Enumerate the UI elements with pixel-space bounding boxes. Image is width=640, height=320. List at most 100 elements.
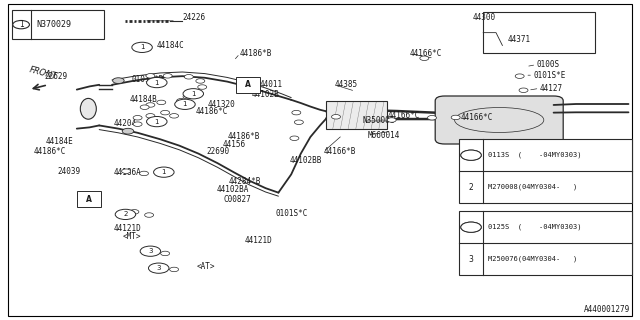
Text: N370029: N370029: [36, 20, 72, 29]
Text: 3: 3: [148, 248, 153, 254]
Text: 0125S  (    -04MY0303): 0125S ( -04MY0303): [488, 224, 581, 230]
Text: A: A: [86, 195, 92, 204]
Circle shape: [122, 169, 131, 173]
Text: 44186*B: 44186*B: [227, 132, 260, 141]
Circle shape: [154, 167, 174, 177]
Circle shape: [115, 209, 136, 220]
Text: 0101S*C: 0101S*C: [275, 209, 308, 218]
Circle shape: [163, 74, 172, 78]
Text: 3: 3: [468, 255, 474, 264]
Circle shape: [140, 246, 161, 256]
Bar: [483, 12, 595, 53]
Text: 44186A: 44186A: [114, 168, 141, 177]
Circle shape: [461, 222, 481, 232]
Text: 0101S*D: 0101S*D: [131, 76, 164, 84]
Text: 44300: 44300: [472, 13, 495, 22]
Text: 22690: 22690: [206, 147, 229, 156]
Text: 44184B: 44184B: [129, 95, 157, 104]
Text: <AT>: <AT>: [197, 262, 216, 271]
Text: M250076(04MY0304-   ): M250076(04MY0304- ): [488, 256, 577, 262]
Text: 44121D: 44121D: [245, 236, 273, 245]
Circle shape: [148, 263, 169, 273]
Text: 1: 1: [182, 101, 188, 107]
Text: 44186*C: 44186*C: [195, 107, 228, 116]
Circle shape: [177, 99, 186, 103]
Circle shape: [461, 150, 481, 160]
Circle shape: [146, 103, 155, 107]
Bar: [459, 211, 632, 275]
FancyBboxPatch shape: [435, 96, 563, 144]
FancyBboxPatch shape: [77, 191, 101, 207]
Text: 44371: 44371: [508, 36, 531, 44]
Circle shape: [170, 267, 179, 272]
Circle shape: [147, 77, 167, 88]
Circle shape: [132, 42, 152, 52]
Circle shape: [461, 150, 481, 160]
Text: 44166*B: 44166*B: [323, 148, 356, 156]
Circle shape: [170, 114, 179, 118]
Text: M270008(04MY0304-   ): M270008(04MY0304- ): [488, 184, 577, 190]
Text: 1: 1: [161, 169, 166, 175]
Text: 3: 3: [156, 265, 161, 271]
Circle shape: [146, 74, 155, 78]
Text: 44184E: 44184E: [46, 137, 74, 146]
Circle shape: [13, 20, 29, 29]
Text: 1: 1: [154, 119, 159, 124]
Circle shape: [133, 122, 142, 126]
Circle shape: [461, 222, 481, 232]
Circle shape: [198, 85, 207, 89]
Text: 44166*C: 44166*C: [410, 49, 442, 58]
Text: 1: 1: [19, 20, 24, 29]
Circle shape: [191, 90, 200, 94]
Text: 0101S*E: 0101S*E: [533, 71, 566, 80]
Circle shape: [420, 56, 429, 60]
Text: 44102BA: 44102BA: [216, 185, 249, 194]
Text: 0100S: 0100S: [536, 60, 559, 69]
Circle shape: [519, 88, 528, 92]
Circle shape: [184, 75, 193, 79]
Text: 24226: 24226: [182, 13, 205, 22]
Text: 1: 1: [191, 91, 196, 97]
Text: 44011: 44011: [259, 80, 282, 89]
Circle shape: [157, 100, 166, 105]
Text: 2: 2: [468, 183, 474, 192]
Ellipse shape: [81, 98, 97, 119]
Circle shape: [515, 74, 524, 78]
Text: 44102BB: 44102BB: [290, 156, 323, 165]
Text: 44186*C: 44186*C: [33, 147, 66, 156]
Text: 441320: 441320: [208, 100, 236, 109]
Text: 44186*B: 44186*B: [240, 49, 273, 58]
Circle shape: [387, 118, 396, 122]
Circle shape: [133, 116, 142, 120]
Text: 1: 1: [154, 80, 159, 85]
Text: A440001279: A440001279: [584, 305, 630, 314]
Text: <MT>: <MT>: [123, 232, 141, 241]
Text: 44385: 44385: [335, 80, 358, 89]
Text: 44184C: 44184C: [157, 41, 184, 50]
Circle shape: [146, 114, 155, 118]
Circle shape: [294, 120, 303, 124]
Text: 44284*B: 44284*B: [229, 177, 262, 186]
Circle shape: [130, 210, 139, 214]
Circle shape: [148, 248, 157, 253]
Text: 1: 1: [140, 44, 145, 50]
Circle shape: [140, 105, 149, 109]
Circle shape: [113, 78, 124, 84]
Circle shape: [290, 136, 299, 140]
Circle shape: [183, 94, 192, 99]
Text: 44204: 44204: [113, 119, 136, 128]
Circle shape: [428, 116, 436, 120]
Text: 24039: 24039: [57, 167, 80, 176]
Text: A: A: [245, 80, 252, 89]
Bar: [12, 10, 104, 39]
FancyBboxPatch shape: [236, 77, 260, 93]
Text: 44127: 44127: [540, 84, 563, 93]
Circle shape: [292, 110, 301, 115]
Text: FRONT: FRONT: [28, 66, 59, 82]
Bar: [326, 101, 387, 129]
Text: 44102B: 44102B: [252, 90, 279, 99]
Text: M660014: M660014: [367, 131, 400, 140]
Circle shape: [161, 251, 170, 256]
Text: 2: 2: [124, 212, 127, 217]
Circle shape: [161, 110, 170, 115]
